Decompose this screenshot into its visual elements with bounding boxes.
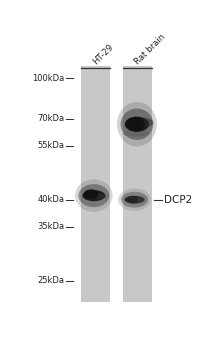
Ellipse shape (78, 184, 109, 207)
Text: 40kDa: 40kDa (38, 195, 64, 204)
Ellipse shape (121, 192, 148, 208)
Ellipse shape (75, 179, 113, 212)
Ellipse shape (138, 118, 153, 127)
Ellipse shape (126, 196, 138, 203)
Ellipse shape (118, 188, 151, 211)
Ellipse shape (125, 196, 144, 203)
Text: HT-29: HT-29 (91, 42, 115, 66)
Ellipse shape (133, 197, 145, 202)
Ellipse shape (121, 108, 153, 140)
Text: 25kDa: 25kDa (38, 276, 64, 285)
Text: DCP2: DCP2 (164, 195, 192, 205)
Ellipse shape (123, 130, 148, 137)
Bar (123, 66, 152, 302)
Text: Rat brain: Rat brain (133, 32, 167, 66)
Text: 35kDa: 35kDa (37, 222, 64, 231)
Ellipse shape (117, 102, 157, 146)
Text: 100kDa: 100kDa (32, 74, 64, 83)
Ellipse shape (82, 190, 105, 201)
Text: 70kDa: 70kDa (37, 114, 64, 123)
Ellipse shape (84, 189, 98, 199)
Ellipse shape (94, 194, 106, 199)
Bar (81, 66, 110, 302)
Ellipse shape (125, 117, 149, 132)
Text: 55kDa: 55kDa (38, 141, 64, 150)
Ellipse shape (126, 117, 145, 132)
